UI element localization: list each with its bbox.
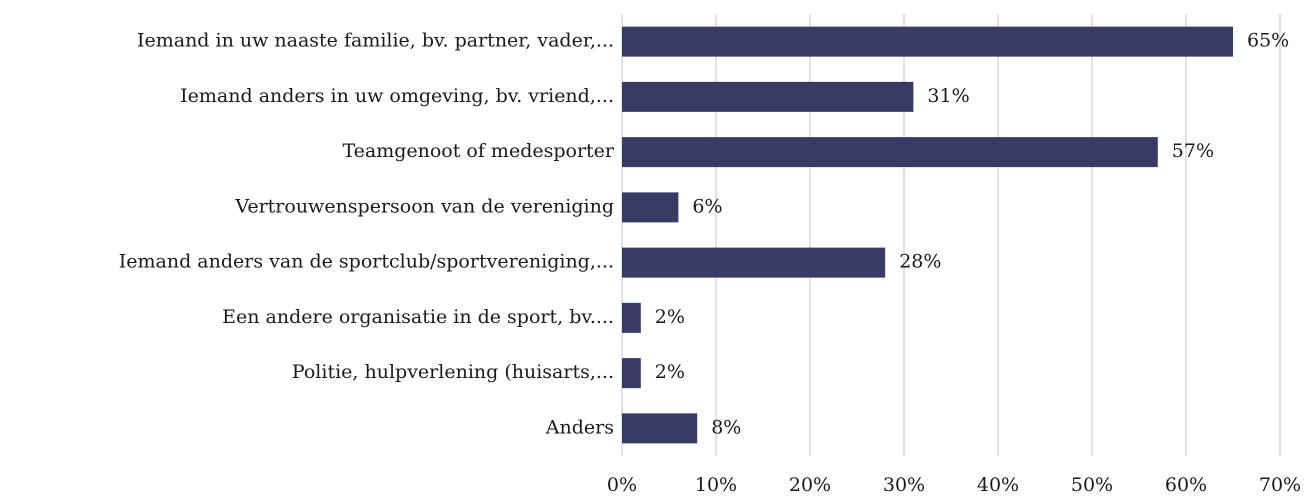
data-label: 6% [692, 195, 722, 217]
x-tick-label: 40% [977, 474, 1019, 496]
x-tick-label: 20% [789, 474, 831, 496]
bar [622, 358, 641, 389]
x-tick-label: 70% [1259, 474, 1301, 496]
y-tick-label: Iemand anders van de sportclub/sportvere… [119, 251, 614, 273]
bar [622, 192, 679, 223]
bar [622, 413, 698, 444]
y-tick-label: Politie, hulpverlening (huisarts,... [292, 361, 614, 383]
data-label: 8% [711, 416, 741, 438]
y-tick-label: Iemand anders in uw omgeving, bv. vriend… [180, 85, 614, 107]
y-tick-label: Een andere organisatie in de sport, bv..… [222, 306, 614, 328]
data-label: 2% [655, 306, 685, 328]
y-tick-label: Anders [545, 416, 614, 438]
data-label: 2% [655, 361, 685, 383]
x-tick-label: 30% [883, 474, 925, 496]
bar [622, 26, 1233, 57]
y-tick-label: Vertrouwenspersoon van de vereniging [234, 195, 614, 217]
data-label: 65% [1247, 30, 1289, 52]
data-label: 28% [899, 251, 941, 273]
x-tick-label: 0% [607, 474, 637, 496]
x-tick-label: 50% [1071, 474, 1113, 496]
x-tick-label: 10% [695, 474, 737, 496]
data-label: 57% [1172, 140, 1214, 162]
y-tick-label: Teamgenoot of medesporter [342, 140, 614, 162]
x-tick-label: 60% [1165, 474, 1207, 496]
bar [622, 81, 914, 112]
y-tick-label: Iemand in uw naaste familie, bv. partner… [137, 30, 614, 52]
bar [622, 247, 886, 278]
bar [622, 137, 1158, 168]
bar [622, 302, 641, 333]
data-label: 31% [927, 85, 969, 107]
